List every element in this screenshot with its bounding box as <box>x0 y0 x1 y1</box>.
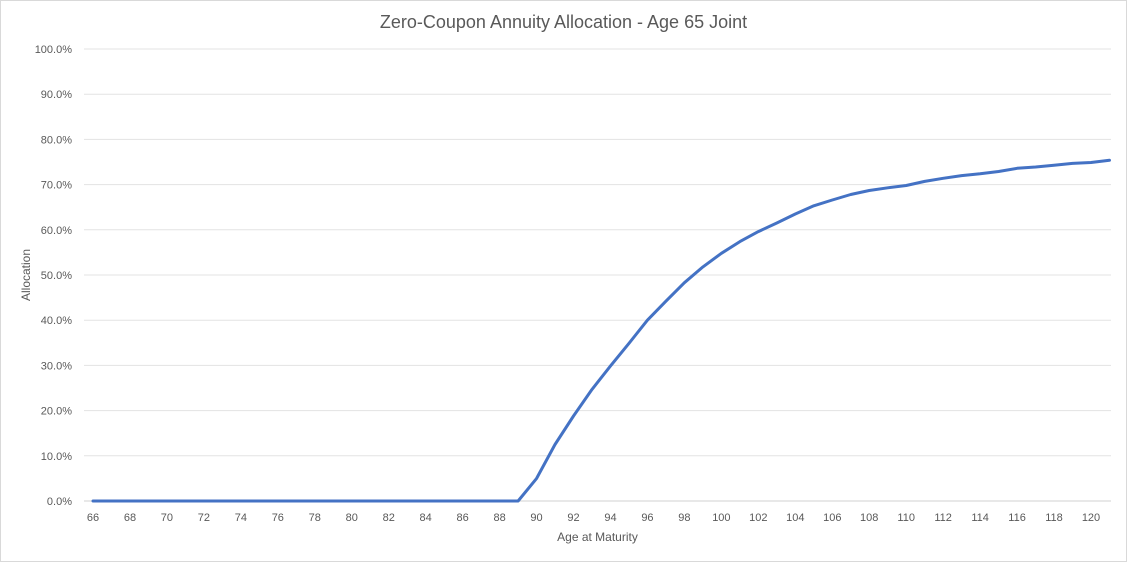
y-tick-label: 80.0% <box>41 134 72 146</box>
x-tick-label: 86 <box>457 512 469 524</box>
y-tick-label: 40.0% <box>41 315 72 327</box>
x-tick-label: 72 <box>198 512 210 524</box>
x-tick-label: 84 <box>420 512 432 524</box>
x-tick-label: 118 <box>1045 512 1063 524</box>
allocation-series-line <box>91 158 1111 503</box>
x-tick-label: 102 <box>749 512 767 524</box>
x-tick-label: 74 <box>235 512 247 524</box>
y-tick-label: 0.0% <box>47 496 72 508</box>
x-tick-label: 94 <box>604 512 616 524</box>
x-tick-label: 76 <box>272 512 284 524</box>
y-tick-label: 100.0% <box>35 44 73 56</box>
y-tick-label: 60.0% <box>41 225 72 237</box>
x-axis-tick-labels: 66 68 70 72 74 76 78 80 82 84 86 88 90 92 94 96 98 100 102… <box>87 512 1100 524</box>
x-tick-label: 96 <box>641 512 653 524</box>
x-tick-label: 112 <box>934 512 952 524</box>
y-tick-label: 90.0% <box>41 89 72 101</box>
y-tick-label: 20.0% <box>41 406 72 418</box>
x-tick-label: 88 <box>493 512 505 524</box>
x-tick-label: 100 <box>712 512 730 524</box>
x-tick-label: 120 <box>1082 512 1100 524</box>
x-tick-label: 110 <box>897 512 915 524</box>
x-tick-label: 98 <box>678 512 690 524</box>
y-tick-label: 30.0% <box>41 360 72 372</box>
x-tick-label: 80 <box>346 512 358 524</box>
x-tick-label: 114 <box>971 512 989 524</box>
y-tick-label: 70.0% <box>41 180 72 192</box>
x-tick-label: 90 <box>530 512 542 524</box>
x-tick-label: 104 <box>786 512 804 524</box>
gridlines <box>84 48 1111 502</box>
x-tick-label: 92 <box>567 512 579 524</box>
x-tick-label: 78 <box>309 512 321 524</box>
x-tick-label: 106 <box>823 512 841 524</box>
y-tick-label: 50.0% <box>41 270 72 282</box>
x-tick-label: 82 <box>383 512 395 524</box>
y-axis-title: Allocation <box>19 249 33 301</box>
x-tick-label: 68 <box>124 512 136 524</box>
x-tick-label: 66 <box>87 512 99 524</box>
y-tick-label: 10.0% <box>41 451 72 463</box>
x-tick-label: 70 <box>161 512 173 524</box>
series-line-group <box>91 158 1111 503</box>
chart-title: Zero-Coupon Annuity Allocation - Age 65 … <box>379 12 748 32</box>
x-tick-label: 108 <box>860 512 878 524</box>
x-tick-label: 116 <box>1008 512 1026 524</box>
x-axis-title: Age at Maturity <box>557 530 638 544</box>
y-axis-tick-labels: 0.0% 10.0% 20.0% 30.0% 40.0% 50.0% 60.0% 70.0% 8… <box>35 44 73 508</box>
